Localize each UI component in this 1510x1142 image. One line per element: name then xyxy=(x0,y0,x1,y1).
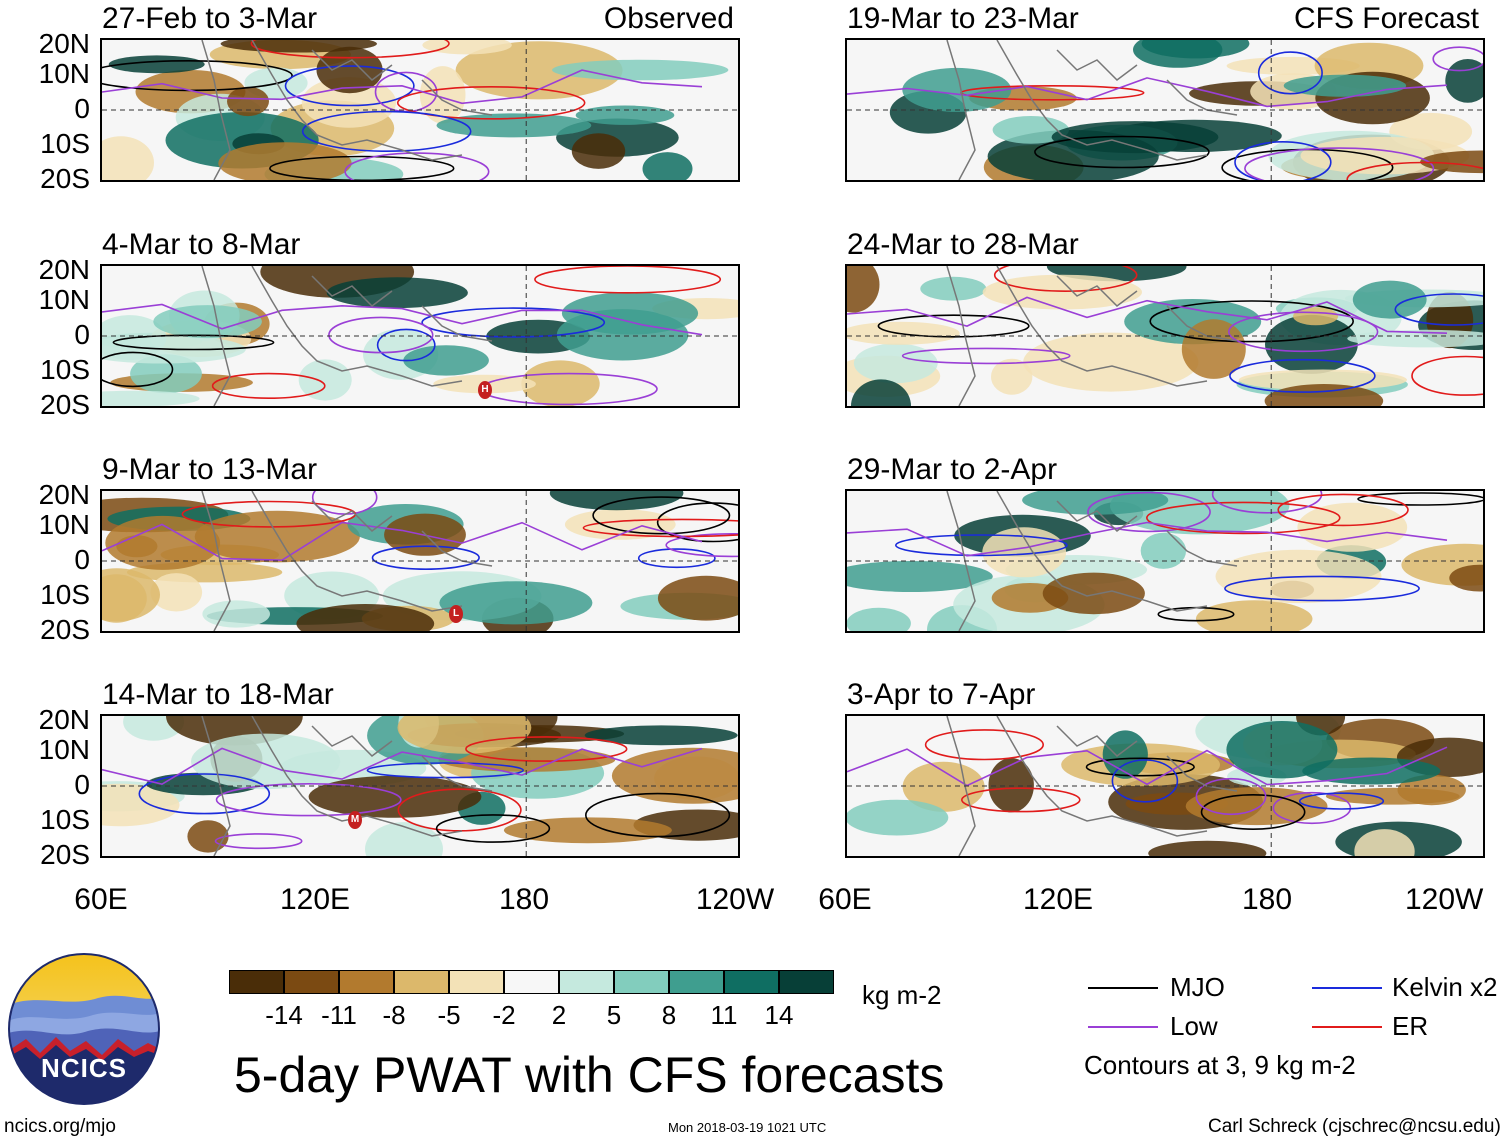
panel-title-right-0: 19-Mar to 23-Mar xyxy=(847,2,1079,35)
panel-title-left-1: 4-Mar to 8-Mar xyxy=(102,228,301,261)
legend-label-low: Low xyxy=(1170,1011,1218,1041)
pwat-map-left-1 xyxy=(100,264,740,408)
lat-label-left-2-2: 0 xyxy=(74,544,90,575)
lon-label-120e-right: 120E xyxy=(1022,883,1094,916)
lat-label-left-0-2: 0 xyxy=(74,93,90,124)
colorbar-cell-10 xyxy=(779,970,834,994)
lat-label-left-2-1: 10N xyxy=(38,509,90,540)
lon-label-60e-right: 60E xyxy=(818,883,872,916)
pwat-map-right-3 xyxy=(845,714,1485,858)
pwat-map-left-3 xyxy=(100,714,740,858)
panel-title-left-0: 27-Feb to 3-Mar xyxy=(102,2,318,35)
pwat-map-right-2 xyxy=(845,489,1485,633)
colorbar-tick-8: 11 xyxy=(710,1000,738,1030)
colorbar-cell-8 xyxy=(669,970,724,994)
colorbar-tick-1: -11 xyxy=(321,1000,357,1030)
lat-label-left-0-3: 10S xyxy=(40,128,90,159)
colorbar-units: kg m-2 xyxy=(862,980,942,1010)
colorbar-cell-7 xyxy=(614,970,669,994)
lat-label-left-3-0: 20N xyxy=(38,704,90,735)
lat-label-left-2-4: 20S xyxy=(40,614,90,645)
legend-line-er xyxy=(1312,1026,1382,1028)
lat-label-left-1-1: 10N xyxy=(38,284,90,315)
lon-label-120w-left: 120W xyxy=(695,883,775,916)
lat-label-left-1-2: 0 xyxy=(74,319,90,350)
storm-marker-1: L xyxy=(449,605,463,623)
lat-label-left-0-1: 10N xyxy=(38,58,90,89)
storm-marker-0: H xyxy=(478,381,492,399)
colorbar-cell-9 xyxy=(724,970,779,994)
panel-title-left-3: 14-Mar to 18-Mar xyxy=(102,678,334,711)
colorbar-tick-4: -2 xyxy=(492,1000,516,1030)
legend-label-kelvin: Kelvin x2 xyxy=(1392,972,1498,1002)
lat-label-left-2-3: 10S xyxy=(40,579,90,610)
storm-marker-2: M xyxy=(348,811,362,829)
colorbar-cell-1 xyxy=(284,970,339,994)
lat-label-left-2-0: 20N xyxy=(38,479,90,510)
panel-label-left-0: Observed xyxy=(603,2,734,35)
logo-text: NCICS xyxy=(41,1053,127,1083)
panel-title-right-3: 3-Apr to 7-Apr xyxy=(847,678,1036,711)
colorbar-cell-5 xyxy=(504,970,559,994)
panel-label-right-0: CFS Forecast xyxy=(1293,2,1479,35)
lon-label-60e-left: 60E xyxy=(74,883,128,916)
lon-label-120e-left: 120E xyxy=(279,883,351,916)
lat-label-left-0-4: 20S xyxy=(40,163,90,194)
pwat-map-right-0 xyxy=(845,38,1485,182)
pwat-map-left-2 xyxy=(100,489,740,633)
footer-author: Carl Schreck (cjschrec@ncsu.edu) xyxy=(1208,1116,1501,1137)
footer-url: ncics.org/mjo xyxy=(4,1116,116,1137)
colorbar-tick-9: 14 xyxy=(764,1000,794,1030)
pwat-map-right-1 xyxy=(845,264,1485,408)
panel-title-right-1: 24-Mar to 28-Mar xyxy=(847,228,1079,261)
panel-title-right-2: 29-Mar to 2-Apr xyxy=(847,453,1058,486)
lat-label-left-3-4: 20S xyxy=(40,839,90,870)
colorbar-cell-0 xyxy=(229,970,284,994)
colorbar-tick-5: 2 xyxy=(551,1000,567,1030)
lat-label-left-0-0: 20N xyxy=(38,28,90,59)
colorbar-cell-2 xyxy=(339,970,394,994)
colorbar-tick-3: -5 xyxy=(437,1000,461,1030)
main-title: 5-day PWAT with CFS forecasts xyxy=(234,1047,945,1103)
colorbar-cell-3 xyxy=(394,970,449,994)
panel-title-left-2: 9-Mar to 13-Mar xyxy=(102,453,318,486)
legend-label-mjo: MJO xyxy=(1170,972,1225,1002)
colorbar-tick-0: -14 xyxy=(265,1000,303,1030)
legend-note: Contours at 3, 9 kg m-2 xyxy=(1084,1050,1356,1080)
ncics-logo: NCICS xyxy=(8,953,160,1105)
colorbar-cell-6 xyxy=(559,970,614,994)
lat-label-left-3-1: 10N xyxy=(38,734,90,765)
lat-label-left-1-4: 20S xyxy=(40,389,90,420)
lon-label-120w-right: 120W xyxy=(1405,883,1484,916)
lat-label-left-1-0: 20N xyxy=(38,254,90,285)
legend-line-mjo xyxy=(1088,987,1158,989)
lat-label-left-3-2: 0 xyxy=(74,769,90,800)
colorbar-tick-2: -8 xyxy=(382,1000,406,1030)
pwat-map-left-0 xyxy=(100,38,740,182)
footer-timestamp: Mon 2018-03-19 1021 UTC xyxy=(668,1120,827,1135)
colorbar-tick-6: 5 xyxy=(606,1000,622,1030)
lon-label-180-left: 180 xyxy=(498,883,550,916)
lat-label-left-3-3: 10S xyxy=(40,804,90,835)
lon-label-180-right: 180 xyxy=(1241,883,1293,916)
lat-label-left-1-3: 10S xyxy=(40,354,90,385)
legend-line-kelvin xyxy=(1312,987,1382,989)
colorbar-cell-4 xyxy=(449,970,504,994)
legend-label-er: ER xyxy=(1392,1011,1429,1041)
legend-line-low xyxy=(1088,1026,1158,1028)
colorbar-tick-7: 8 xyxy=(661,1000,677,1030)
